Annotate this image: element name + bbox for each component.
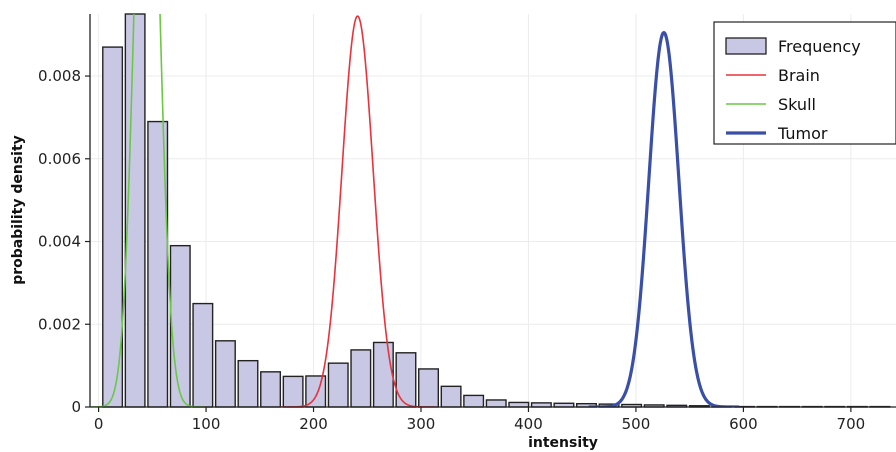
histogram-bar [305,375,327,408]
density-lines [90,14,741,407]
histogram-bar [169,244,191,408]
axes [85,14,896,412]
legend-swatch-frequency [725,37,767,55]
x-tick-label: 500 [622,415,651,433]
x-tick-label: 200 [299,415,328,433]
x-tick-label: 300 [407,415,436,433]
y-tick-label: 0 [71,398,81,416]
x-tick-label: 0 [94,415,104,433]
y-tick-label: 0.008 [38,67,81,85]
x-axis-label: intensity [528,435,598,451]
y-tick-label: 0.002 [38,315,81,333]
histogram-bar [192,302,214,408]
histogram-bar [485,399,507,408]
histogram-bar [418,368,440,408]
legend-label-brain: Brain [778,66,820,85]
y-tick-label: 0.006 [38,150,81,168]
histogram-bar [372,341,394,408]
histogram-bar [440,385,462,408]
x-tick-label: 600 [729,415,758,433]
histogram-bar [508,401,530,408]
x-tick-label: 100 [192,415,221,433]
series-line-skull [90,14,207,407]
legend: Frequency Brain Skull Tumor [713,21,896,145]
series-line-brain [279,15,436,407]
y-axis-label: probability density [10,135,26,285]
histogram-bar [260,371,282,408]
legend-label-frequency: Frequency [778,37,861,56]
histogram-bar [395,352,417,408]
x-tick-label: 700 [837,415,866,433]
histogram-bar [282,375,304,408]
histogram-bars [102,13,891,408]
grid [90,14,896,407]
legend-label-tumor: Tumor [777,124,828,143]
x-tick-label: 400 [514,415,543,433]
histogram-bar [214,340,236,408]
tick-labels: 0 100 200 300 400 500 600 700 0 0.002 0.004 0.006 0.… [38,67,865,433]
y-tick-label: 0.004 [38,233,81,251]
histogram-bar [237,359,259,408]
histogram-bar [463,394,485,408]
histogram-bar [327,362,349,408]
legend-label-skull: Skull [778,95,816,114]
series-line-tumor [587,31,741,407]
histogram-bar [350,349,372,408]
